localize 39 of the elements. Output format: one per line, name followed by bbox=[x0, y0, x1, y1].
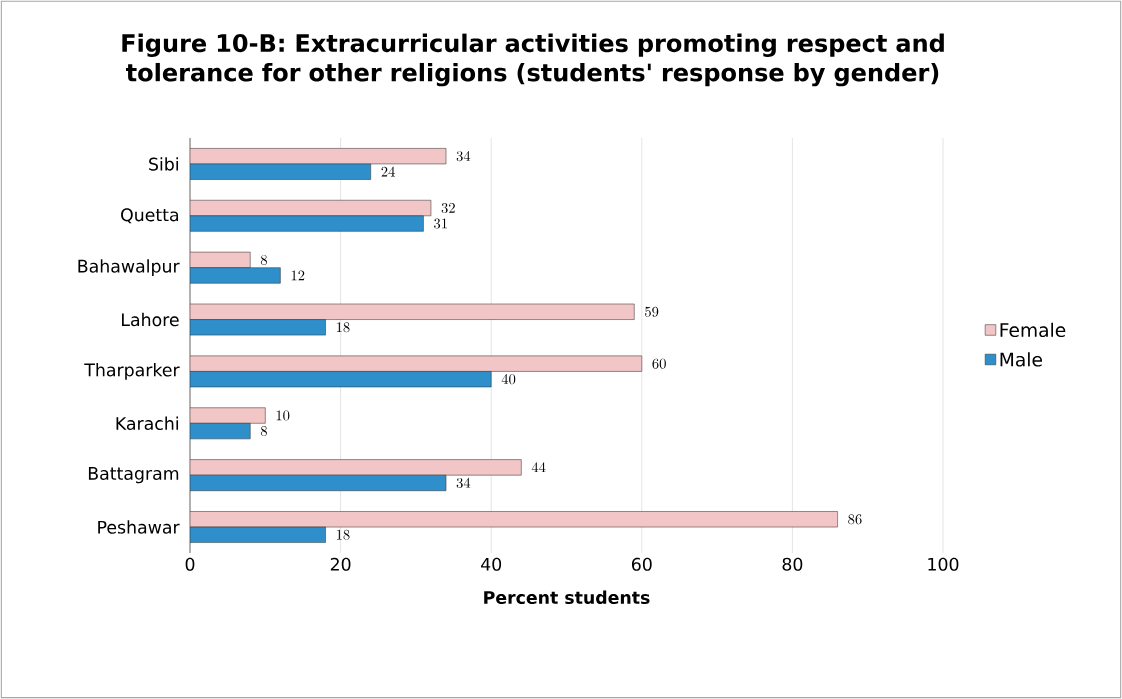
y-tick-label: Lahore bbox=[122, 312, 179, 327]
bar bbox=[190, 407, 266, 424]
data-label: 86 bbox=[848, 514, 862, 525]
bar bbox=[190, 459, 522, 476]
x-tick-label: 60 bbox=[631, 557, 652, 571]
x-tick-label: 0 bbox=[185, 557, 195, 571]
data-label: 12 bbox=[291, 270, 305, 281]
y-tick-label: Battagram bbox=[88, 467, 179, 484]
y-tick-label: Peshawar bbox=[98, 520, 180, 534]
data-label: 34 bbox=[456, 477, 471, 488]
data-label: 18 bbox=[336, 529, 350, 540]
data-label: 10 bbox=[276, 410, 290, 421]
bar bbox=[190, 511, 838, 528]
data-label: 32 bbox=[441, 203, 455, 214]
x-tick-label: 100 bbox=[928, 557, 959, 571]
legend-label: Male bbox=[1000, 352, 1042, 367]
x-tick-label: 20 bbox=[330, 557, 351, 571]
y-tick-label: Karachi bbox=[116, 416, 179, 431]
data-label: 31 bbox=[434, 218, 447, 229]
data-label: 8 bbox=[260, 254, 267, 265]
x-tick-label: 40 bbox=[481, 557, 502, 571]
x-axis-title: Percent students bbox=[484, 590, 650, 605]
data-label: 34 bbox=[456, 150, 471, 162]
data-label: 60 bbox=[652, 358, 666, 369]
y-tick-label: Sibi bbox=[149, 157, 178, 171]
legend-label: Female bbox=[1000, 322, 1066, 338]
data-label: 18 bbox=[336, 322, 350, 333]
y-tick-label: Tharparker bbox=[84, 363, 180, 380]
data-label: 24 bbox=[381, 166, 395, 177]
data-label: 8 bbox=[260, 426, 267, 437]
y-tick-label: Quetta bbox=[121, 208, 179, 224]
data-label: 44 bbox=[531, 462, 546, 473]
x-tick-label: 80 bbox=[782, 557, 803, 571]
data-label: 59 bbox=[645, 306, 659, 317]
chart-title: Figure 10-B: Extracurricular activities promoting respect and tolerance for other religions (students' response by gender) bbox=[122, 33, 944, 87]
bar bbox=[190, 355, 643, 372]
data-label: 40 bbox=[501, 374, 516, 385]
y-tick-label: Bahawalpur bbox=[78, 259, 180, 277]
bar bbox=[190, 303, 635, 320]
